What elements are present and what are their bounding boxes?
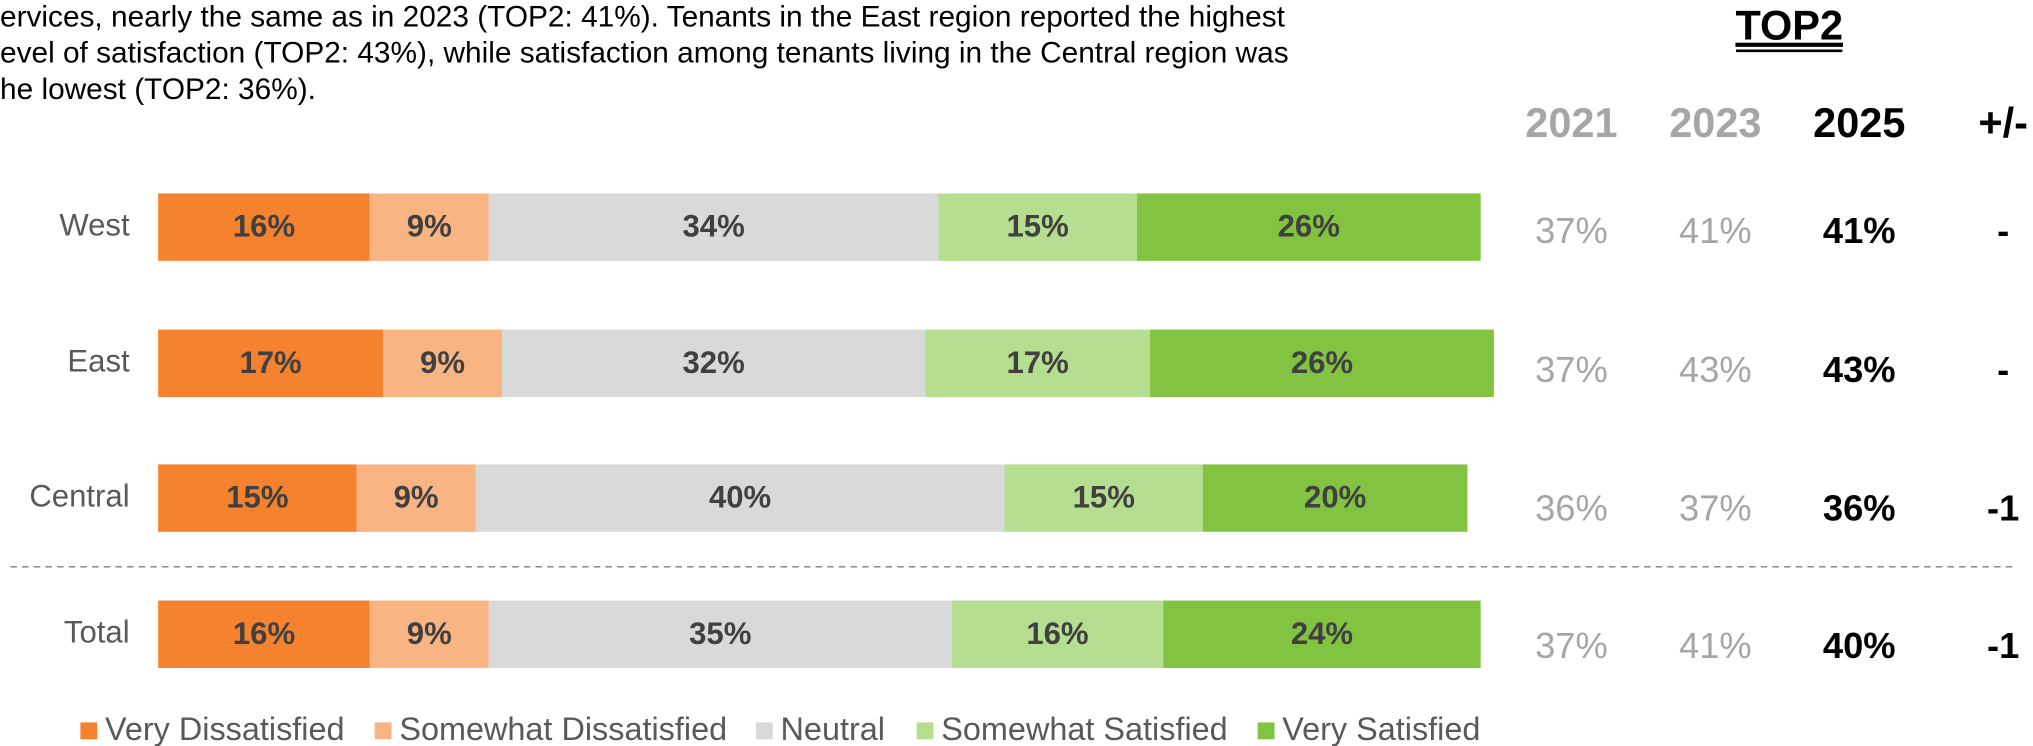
data-label: 17%: [239, 345, 301, 380]
table-cell: -: [1997, 349, 2009, 390]
table-cell: 36%: [1823, 488, 1896, 529]
bar-segment: [369, 193, 489, 261]
table-title: TOP2: [1735, 2, 1843, 49]
data-label: 15%: [226, 480, 288, 515]
bar-segment: [502, 329, 926, 397]
bar-segment: [925, 329, 1151, 397]
legend-swatch: [1257, 722, 1275, 740]
bar-segment: [383, 329, 503, 397]
data-label: 9%: [394, 480, 439, 515]
table-cell: 40%: [1823, 625, 1896, 666]
data-label: 15%: [1007, 209, 1069, 244]
legend-label: Very Dissatisfied: [105, 711, 345, 746]
bar-segment: [158, 193, 370, 261]
table-cell: 43%: [1679, 349, 1752, 390]
data-label: 35%: [689, 616, 751, 651]
table-cell: 37%: [1535, 625, 1608, 666]
column-header: +/-: [1978, 99, 2028, 146]
bar-segment: [158, 464, 357, 532]
data-label: 16%: [233, 616, 295, 651]
data-label: 32%: [682, 345, 744, 380]
intro-text: evel of satisfaction (TOP2: 43%), while …: [0, 37, 1289, 70]
data-label: 34%: [682, 209, 744, 244]
table-cell: 37%: [1535, 349, 1608, 390]
category-label: West: [59, 207, 130, 242]
table-cell: 41%: [1823, 210, 1896, 251]
bar-segment: [938, 193, 1137, 261]
table-cell: -1: [1987, 488, 2019, 529]
legend-swatch: [755, 722, 773, 740]
bar-segment: [1150, 329, 1494, 397]
data-label: 15%: [1073, 480, 1135, 515]
data-label: 26%: [1278, 209, 1340, 244]
data-label: 26%: [1291, 345, 1353, 380]
category-label: Total: [64, 614, 130, 649]
intro-text: ervices, nearly the same as in 2023 (TOP…: [0, 0, 1286, 33]
data-label: 16%: [1026, 616, 1088, 651]
table-cell: -1: [1987, 625, 2019, 666]
legend-swatch: [80, 722, 98, 740]
bar-segment: [1163, 600, 1481, 668]
bar-segment: [158, 329, 384, 397]
legend-label: Very Satisfied: [1282, 711, 1480, 746]
table-cell: 41%: [1679, 625, 1752, 666]
table-cell: 36%: [1535, 488, 1608, 529]
bar-segment: [951, 600, 1164, 668]
data-label: 24%: [1291, 616, 1353, 651]
table-cell: 37%: [1535, 210, 1608, 251]
legend-swatch: [916, 722, 934, 740]
legend-label: Neutral: [781, 711, 885, 746]
bar-segment: [488, 193, 939, 261]
legend-swatch: [374, 722, 392, 740]
bar-segment: [475, 464, 1005, 532]
data-label: 16%: [233, 209, 295, 244]
bar-segment: [1004, 464, 1203, 532]
legend-label: Somewhat Dissatisfied: [399, 711, 727, 746]
bar-segment: [158, 600, 370, 668]
table-cell: 41%: [1679, 210, 1752, 251]
data-label: 9%: [420, 345, 465, 380]
bar-segment: [369, 600, 489, 668]
column-header: 2023: [1669, 99, 1761, 146]
column-header: 2025: [1813, 99, 1905, 146]
bar-segment: [1202, 464, 1468, 532]
data-label: 40%: [709, 480, 771, 515]
category-label: East: [67, 343, 130, 378]
data-label: 9%: [407, 209, 452, 244]
table-cell: 43%: [1823, 349, 1896, 390]
category-label: Central: [29, 478, 129, 513]
legend-label: Somewhat Satisfied: [941, 711, 1227, 746]
bar-segment: [1136, 193, 1481, 261]
bar-segment: [356, 464, 476, 532]
data-label: 17%: [1007, 345, 1069, 380]
intro-text: he lowest (TOP2: 36%).: [0, 73, 316, 106]
column-header: 2021: [1525, 99, 1617, 146]
bar-segment: [488, 600, 952, 668]
data-label: 9%: [407, 616, 452, 651]
table-cell: -: [1997, 210, 2009, 251]
data-label: 20%: [1304, 480, 1366, 515]
table-cell: 37%: [1679, 488, 1752, 529]
